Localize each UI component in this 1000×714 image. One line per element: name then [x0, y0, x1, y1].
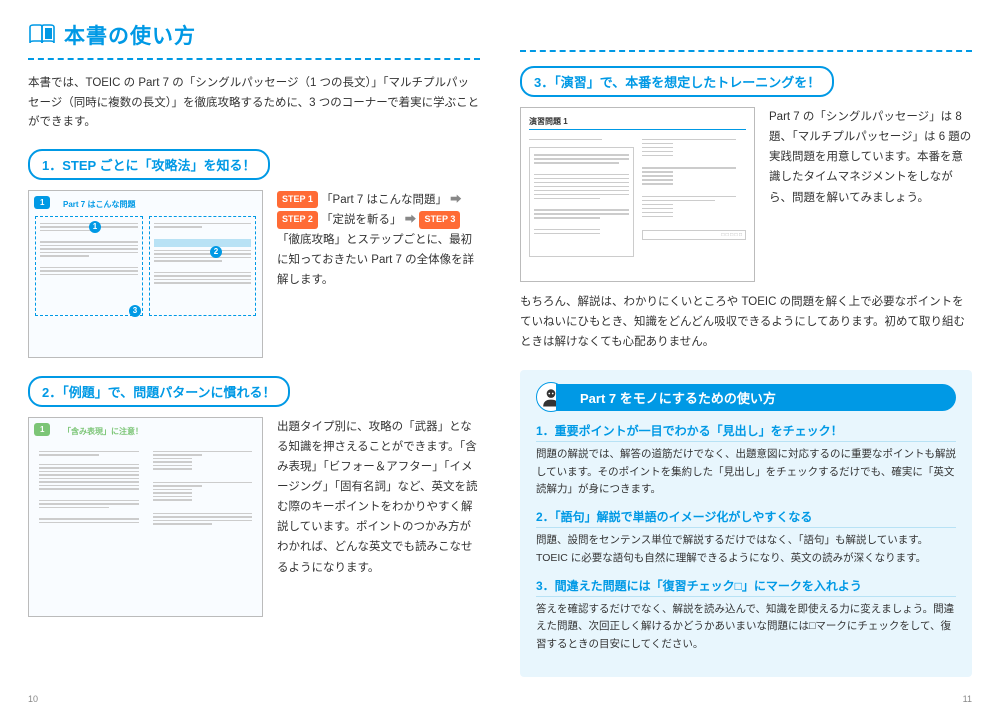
tip-item-2: 2．「語句」解説で単語のイメージ化がしやすくなる 問題、設問をセンテンス単位で解…: [536, 508, 956, 567]
thumb1-title: Part 7 はこんな問題: [63, 199, 256, 210]
arrow-icon: ➡: [405, 214, 417, 226]
section3-after-text: もちろん、解説は、わかりにくいところや TOEIC の問題を解く上で必要なポイン…: [520, 292, 972, 352]
page-title: 本書の使い方: [64, 20, 196, 50]
section3-block: 演習問題 1: [520, 107, 972, 282]
step1-text: 「Part 7 はこんな問題」: [321, 194, 447, 206]
page-title-row: 本書の使い方: [28, 20, 480, 50]
step2-tag: STEP 2: [277, 211, 318, 229]
step3-text: 「徹底攻略」とステップごとに、最初に知っておきたい Part 7 の全体像を詳解…: [277, 234, 474, 286]
step2-text: 「定説を斬る」: [321, 214, 402, 226]
section1-text: STEP 1 「Part 7 はこんな問題」 ➡ STEP 2 「定説を斬る」 …: [277, 190, 480, 358]
section3-thumbnail: 演習問題 1: [520, 107, 755, 282]
step3-tag: STEP 3: [419, 211, 460, 229]
section2-text: 出題タイプ別に、攻略の「武器」となる知識を押さえることができます。「含み表現」「…: [277, 417, 480, 617]
tip3-head: 3．間違えた問題には「復習チェック□」にマークを入れよう: [536, 577, 956, 597]
arrow-icon: ➡: [450, 194, 462, 206]
thumb3-title: 演習問題 1: [529, 116, 746, 130]
tip2-head: 2．「語句」解説で単語のイメージ化がしやすくなる: [536, 508, 956, 528]
right-page: 3．「演習」で、本番を想定したトレーニングを！ 演習問題 1: [500, 0, 1000, 714]
tip2-body: 問題、設問をセンテンス単位で解説するだけではなく、「語句」も解説しています。TO…: [536, 532, 956, 567]
tips-header: Part 7 をモノにするための使い方: [536, 382, 956, 412]
step1-tag: STEP 1: [277, 191, 318, 209]
book-icon: [28, 24, 56, 46]
callout-icon: 1: [89, 221, 101, 233]
tip-item-1: 1．重要ポイントが一目でわかる「見出し」をチェック！ 問題の解説では、解答の道筋…: [536, 422, 956, 498]
section2-thumbnail: 1 「含み表現」に注意！: [28, 417, 263, 617]
tip3-body: 答えを確認するだけでなく、解説を読み込んで、知識を即使える力に変えましょう。間違…: [536, 601, 956, 653]
tip-item-3: 3．間違えた問題には「復習チェック□」にマークを入れよう 答えを確認するだけでな…: [536, 577, 956, 653]
section3-heading: 3．「演習」で、本番を想定したトレーニングを！: [520, 66, 834, 97]
section1-block: 1 Part 7 はこんな問題: [28, 190, 480, 358]
page-number-left: 10: [28, 694, 38, 704]
section3-text: Part 7 の「シングルパッセージ」は 8 題、「マルチプルパッセージ」は 6…: [769, 107, 972, 282]
section1-heading: 1．STEP ごとに「攻略法」を知る！: [28, 149, 270, 180]
section2-heading: 2．「例題」で、問題パターンに慣れる！: [28, 376, 290, 407]
section1-thumbnail: 1 Part 7 はこんな問題: [28, 190, 263, 358]
left-page: 本書の使い方 本書では、TOEIC の Part 7 の「シングルパッセージ（1…: [0, 0, 500, 714]
callout-icon: 3: [129, 305, 141, 317]
page-number-right: 11: [963, 694, 972, 704]
thumb-step-badge: 1: [34, 196, 50, 209]
title-divider: [28, 58, 480, 60]
thumb2-title: 「含み表現」に注意！: [63, 426, 256, 437]
thumb-ex-badge: 1: [34, 423, 50, 436]
title-divider-continuation: [520, 50, 972, 52]
tip1-body: 問題の解説では、解答の道筋だけでなく、出題意図に対応するのに重要なポイントも解説…: [536, 446, 956, 498]
tip1-head: 1．重要ポイントが一目でわかる「見出し」をチェック！: [536, 422, 956, 442]
section2-block: 1 「含み表現」に注意！: [28, 417, 480, 617]
tips-title: Part 7 をモノにするための使い方: [556, 384, 956, 411]
tips-box: Part 7 をモノにするための使い方 1．重要ポイントが一目でわかる「見出し」…: [520, 370, 972, 677]
intro-text: 本書では、TOEIC の Part 7 の「シングルパッセージ（1 つの長文）」…: [28, 74, 480, 133]
callout-icon: 2: [210, 246, 222, 258]
